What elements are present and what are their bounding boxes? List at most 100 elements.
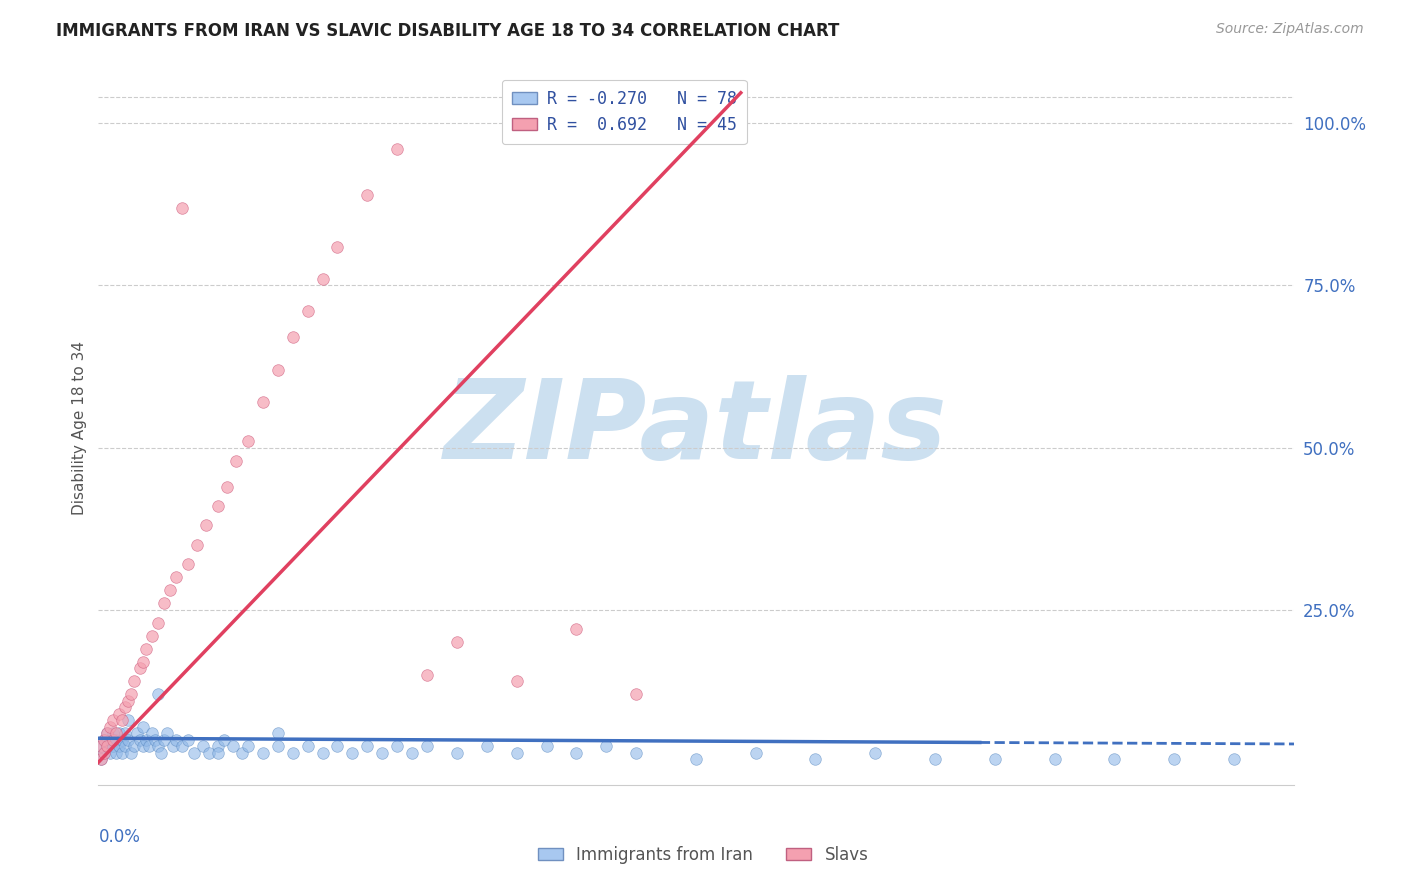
Point [153, 596, 176, 610]
Point [297, 739, 319, 753]
Point [120, 746, 142, 760]
Point [148, 687, 170, 701]
Point [124, 674, 146, 689]
Point [141, 726, 163, 740]
Text: ZIPatlas: ZIPatlas [444, 375, 948, 482]
Point [129, 732, 152, 747]
Point [96, 726, 118, 740]
Point [111, 746, 134, 760]
Point [207, 739, 229, 753]
Point [626, 746, 648, 760]
Point [111, 732, 134, 747]
Point [117, 693, 139, 707]
Point [135, 641, 157, 656]
Point [326, 239, 349, 253]
Point [105, 726, 128, 740]
Point [100, 732, 122, 747]
Point [506, 674, 529, 689]
Point [90, 752, 112, 766]
Point [595, 739, 617, 753]
Point [127, 726, 149, 740]
Point [108, 726, 131, 740]
Point [117, 713, 139, 727]
Point [141, 629, 163, 643]
Point [165, 570, 187, 584]
Point [536, 739, 558, 753]
Point [120, 687, 142, 701]
Point [162, 739, 184, 753]
Point [114, 739, 136, 753]
Point [114, 700, 136, 714]
Legend: Immigrants from Iran, Slavs: Immigrants from Iran, Slavs [531, 839, 875, 871]
Point [1043, 752, 1066, 766]
Point [207, 499, 229, 513]
Point [108, 739, 131, 753]
Text: IMMIGRANTS FROM IRAN VS SLAVIC DISABILITY AGE 18 TO 34 CORRELATION CHART: IMMIGRANTS FROM IRAN VS SLAVIC DISABILIT… [56, 22, 839, 40]
Point [1223, 752, 1246, 766]
Point [685, 752, 707, 766]
Point [96, 726, 118, 740]
Point [506, 746, 529, 760]
Point [172, 739, 194, 753]
Point [565, 622, 588, 636]
Point [90, 739, 112, 753]
Y-axis label: Disability Age 18 to 34: Disability Age 18 to 34 [72, 341, 87, 516]
Point [93, 746, 115, 760]
Point [129, 661, 152, 675]
Text: Source: ZipAtlas.com: Source: ZipAtlas.com [1216, 22, 1364, 37]
Point [96, 739, 118, 753]
Point [103, 726, 125, 740]
Point [385, 142, 409, 156]
Point [236, 739, 259, 753]
Point [311, 272, 333, 286]
Point [111, 713, 134, 727]
Point [103, 732, 125, 747]
Point [135, 732, 157, 747]
Point [401, 746, 423, 760]
Point [475, 739, 498, 753]
Point [93, 732, 115, 747]
Point [446, 746, 468, 760]
Point [165, 732, 187, 747]
Point [143, 732, 166, 747]
Point [132, 655, 155, 669]
Point [150, 746, 173, 760]
Point [90, 752, 112, 766]
Point [626, 687, 648, 701]
Point [252, 395, 274, 409]
Point [212, 732, 235, 747]
Point [117, 732, 139, 747]
Point [565, 746, 588, 760]
Point [172, 201, 194, 215]
Point [103, 713, 125, 727]
Point [1104, 752, 1126, 766]
Point [231, 746, 253, 760]
Point [124, 739, 146, 753]
Point [108, 706, 131, 721]
Legend: R = -0.270   N = 78, R =  0.692   N = 45: R = -0.270 N = 78, R = 0.692 N = 45 [502, 79, 747, 144]
Point [924, 752, 946, 766]
Point [236, 434, 259, 449]
Point [159, 583, 181, 598]
Point [297, 304, 319, 318]
Point [281, 746, 304, 760]
Point [281, 330, 304, 344]
Point [1163, 752, 1185, 766]
Point [267, 739, 290, 753]
Point [105, 732, 128, 747]
Point [311, 746, 333, 760]
Point [225, 453, 247, 467]
Point [138, 739, 160, 753]
Point [177, 732, 200, 747]
Point [90, 739, 112, 753]
Point [865, 746, 887, 760]
Point [416, 739, 439, 753]
Point [252, 746, 274, 760]
Point [195, 518, 218, 533]
Point [132, 720, 155, 734]
Point [100, 720, 122, 734]
Point [191, 739, 214, 753]
Point [342, 746, 364, 760]
Point [446, 635, 468, 649]
Point [207, 746, 229, 760]
